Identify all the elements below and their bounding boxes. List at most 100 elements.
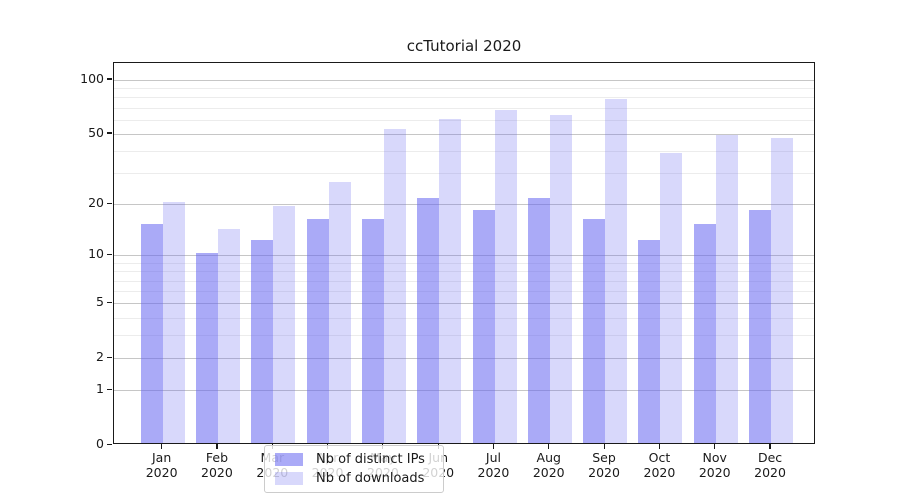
x-label-year: 2020 [754, 464, 786, 480]
y-tick-20 [107, 202, 112, 204]
bar-mar-distinct-ips[interactable] [251, 240, 274, 443]
legend-item-downloads[interactable]: Nb of downloads [275, 471, 433, 486]
legend: Nb of distinct IPs Nb of downloads [264, 445, 444, 493]
legend-label-downloads: Nb of downloads [316, 471, 425, 486]
gridline-100 [114, 79, 814, 81]
y-tick-label-10: 10 [88, 246, 104, 262]
x-label-dec: Dec 2020 [742, 450, 797, 481]
y-tick-2 [107, 356, 112, 358]
plot-area [113, 62, 815, 444]
x-tick-oct [658, 444, 660, 449]
y-tick-50 [107, 132, 112, 134]
gridline-minor-4 [114, 317, 814, 319]
x-label-month: Oct [648, 450, 671, 465]
x-label-feb: Feb 2020 [189, 450, 244, 481]
bar-jan-downloads[interactable] [162, 202, 185, 443]
bar-may-distinct-ips[interactable] [361, 218, 384, 443]
x-label-year: 2020 [145, 464, 178, 480]
gridline-minor-6 [114, 291, 814, 292]
bar-oct-distinct-ips[interactable] [638, 240, 661, 443]
bar-nov-downloads[interactable] [715, 135, 738, 443]
bar-feb-distinct-ips[interactable] [196, 253, 218, 443]
bar-sep-distinct-ips[interactable] [583, 218, 606, 443]
y-tick-0 [107, 443, 112, 445]
bar-apr-downloads[interactable] [328, 182, 351, 443]
x-label-sep: Sep 2020 [576, 450, 631, 481]
x-label-year: 2020 [201, 464, 233, 480]
x-tick-feb [216, 444, 218, 449]
x-tick-aug [548, 444, 550, 449]
x-label-month: Jul [485, 450, 501, 465]
x-label-year: 2020 [698, 464, 731, 480]
gridline-50 [114, 133, 814, 135]
y-tick-label-20: 20 [88, 195, 104, 211]
legend-label-distinct-ips: Nb of distinct IPs [316, 452, 425, 467]
bar-sep-downloads[interactable] [605, 99, 628, 443]
bar-oct-downloads[interactable] [660, 153, 683, 443]
x-label-jul: Jul 2020 [466, 450, 521, 481]
gridline-10 [114, 255, 814, 257]
gridline-minor-80 [114, 97, 814, 99]
x-label-month: Nov [702, 450, 727, 465]
bar-mar-downloads[interactable] [273, 206, 296, 443]
x-label-month: Sep [592, 450, 616, 465]
x-tick-sep [603, 444, 605, 449]
legend-swatch-downloads [275, 472, 303, 485]
bar-apr-distinct-ips[interactable] [306, 218, 329, 443]
x-label-year: 2020 [643, 464, 676, 480]
gridline-20 [114, 204, 814, 206]
y-tick-label-0: 0 [96, 436, 104, 451]
legend-swatch-distinct-ips [275, 453, 303, 466]
gridline-2 [114, 358, 814, 360]
x-label-year: 2020 [477, 464, 510, 480]
x-label-month: Dec [757, 450, 783, 465]
x-label-oct: Oct 2020 [632, 450, 687, 481]
gridline-minor-70 [114, 107, 814, 109]
bar-jun-downloads[interactable] [439, 119, 462, 443]
gridline-minor-30 [114, 173, 814, 175]
gridline-minor-9 [114, 262, 814, 264]
x-label-aug: Aug 2020 [521, 450, 576, 481]
bar-feb-downloads[interactable] [218, 228, 240, 443]
x-tick-jan [161, 444, 163, 449]
bar-jun-distinct-ips[interactable] [417, 198, 440, 443]
y-tick-label-2: 2 [96, 349, 104, 365]
y-tick-label-50: 50 [88, 124, 104, 140]
y-tick-100 [107, 78, 112, 80]
y-tick-1 [107, 388, 112, 390]
x-label-month: Aug [536, 450, 561, 465]
gridline-1 [114, 390, 814, 392]
y-tick-label-100: 100 [80, 70, 104, 86]
bar-aug-distinct-ips[interactable] [527, 198, 550, 443]
x-label-month: Feb [205, 450, 229, 465]
x-label-year: 2020 [588, 464, 620, 480]
bar-jul-distinct-ips[interactable] [472, 210, 495, 443]
bar-aug-downloads[interactable] [549, 115, 572, 443]
x-label-nov: Nov 2020 [687, 450, 742, 481]
bar-dec-distinct-ips[interactable] [749, 210, 771, 443]
gridline-5 [114, 303, 814, 305]
x-label-month: Jan [152, 450, 172, 465]
chart-title: ccTutorial 2020 [406, 37, 522, 55]
bar-nov-distinct-ips[interactable] [693, 223, 716, 443]
x-tick-nov [714, 444, 716, 449]
bar-dec-downloads[interactable] [771, 138, 793, 443]
gridline-minor-40 [114, 151, 814, 153]
gridline-minor-3 [114, 335, 814, 337]
gridline-minor-7 [114, 280, 814, 282]
x-label-jan: Jan 2020 [134, 450, 189, 481]
bar-jan-distinct-ips[interactable] [140, 223, 163, 443]
gridline-minor-8 [114, 271, 814, 273]
y-tick-label-1: 1 [96, 381, 104, 397]
legend-item-distinct-ips[interactable]: Nb of distinct IPs [275, 452, 433, 467]
x-tick-dec [769, 444, 771, 449]
bar-jul-downloads[interactable] [494, 110, 517, 443]
x-tick-jul [492, 444, 495, 449]
gridline-minor-90 [114, 88, 814, 90]
x-label-year: 2020 [532, 464, 565, 480]
gridline-minor-60 [114, 119, 814, 121]
bar-may-downloads[interactable] [383, 128, 406, 443]
y-tick-5 [107, 301, 112, 303]
y-tick-label-5: 5 [96, 294, 104, 310]
